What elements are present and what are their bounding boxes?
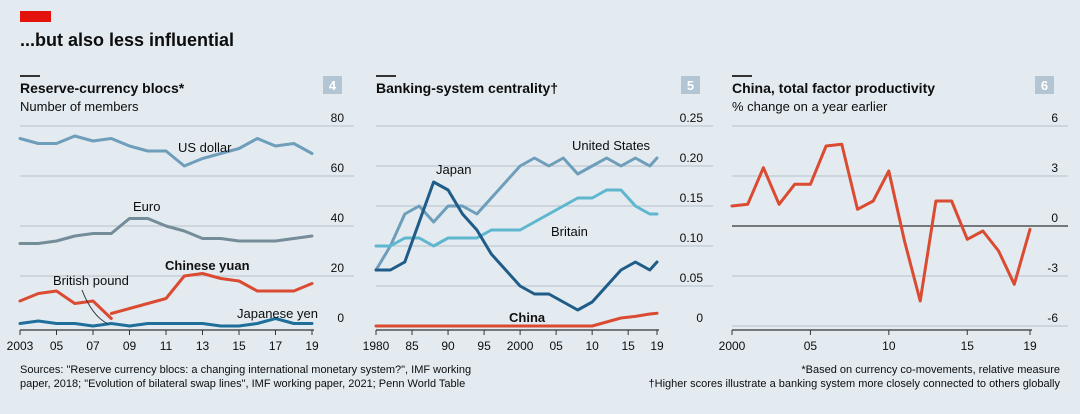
panel-subtitle: % change on a year earlier [732, 99, 888, 114]
panel-subtitle: Number of members [20, 99, 139, 114]
x-tick-label: 05 [804, 339, 818, 353]
panel-title: Reserve-currency blocs* [20, 80, 185, 96]
x-tick-label: 05 [549, 339, 563, 353]
series-label: British pound [53, 273, 129, 288]
x-tick-label: 17 [269, 339, 283, 353]
series-label: US dollar [178, 140, 232, 155]
series-label: China [509, 310, 546, 325]
panel-number-box [1035, 76, 1054, 94]
series-label: Japanese yen [237, 306, 318, 321]
economist-red-tag [20, 11, 51, 22]
sources-line-1: Sources: "Reserve currency blocs: a chan… [20, 364, 471, 376]
x-tick-label: 2000 [719, 339, 746, 353]
series-line-chinese-yuan [109, 272, 314, 315]
y-tick-label: 40 [331, 211, 345, 225]
pound-leader-line [81, 289, 109, 325]
y-tick-label: -3 [1047, 261, 1058, 275]
sources-line-2: paper, 2018; "Evolution of bilateral swa… [20, 378, 465, 390]
x-tick-label: 10 [585, 339, 599, 353]
series-line-britain [374, 188, 659, 248]
x-tick-label: 19 [305, 339, 319, 353]
x-tick-label: 15 [621, 339, 635, 353]
y-tick-label: 3 [1051, 161, 1058, 175]
footnote-1: *Based on currency co-movements, relativ… [801, 364, 1060, 376]
y-tick-label: 0.05 [680, 271, 704, 285]
series-line-british-pound [18, 289, 113, 320]
y-tick-label: 0.20 [680, 151, 704, 165]
series-label: United States [572, 138, 651, 153]
series-line-china [374, 311, 659, 328]
y-tick-label: 0 [337, 311, 344, 325]
y-tick-label: 60 [331, 161, 345, 175]
chart-panel-4: Reserve-currency blocs* Number of members… [7, 75, 354, 353]
series-line-japanese-yen [18, 317, 314, 328]
x-tick-label: 11 [160, 339, 173, 353]
panel-title: China, total factor productivity [732, 80, 935, 96]
x-tick-label: 09 [123, 339, 137, 353]
y-tick-label: 0.25 [680, 111, 704, 125]
x-tick-label: 2003 [7, 339, 34, 353]
x-tick-label: 13 [196, 339, 210, 353]
x-tick-label: 85 [405, 339, 419, 353]
x-tick-label: 15 [232, 339, 246, 353]
series-line-us-dollar [18, 134, 314, 168]
series-label: Britain [551, 224, 588, 239]
x-tick-label: 05 [50, 339, 64, 353]
x-tick-label: 19 [1023, 339, 1037, 353]
y-tick-label: 0.15 [680, 191, 704, 205]
x-tick-label: 90 [441, 339, 455, 353]
panel-rule [20, 75, 40, 77]
series-line-euro [18, 217, 314, 245]
series-label: Japan [436, 162, 471, 177]
figure-title: ...but also less influential [20, 30, 234, 50]
panel-title: Banking-system centrality† [376, 80, 558, 96]
panel-rule [732, 75, 752, 77]
y-tick-label: 80 [331, 111, 345, 125]
series-label: Chinese yuan [165, 258, 250, 273]
series-line-tfp [730, 142, 1032, 303]
y-tick-label: 0.10 [680, 231, 704, 245]
x-tick-label: 19 [650, 339, 664, 353]
y-tick-label: 6 [1051, 111, 1058, 125]
series-line-japan [374, 180, 659, 312]
x-tick-label: 95 [477, 339, 491, 353]
x-tick-label: 10 [882, 339, 896, 353]
x-tick-label: 1980 [363, 339, 390, 353]
panel-number: 5 [687, 78, 694, 93]
chart-panel-5: Banking-system centrality† 5 0 0.05 0.10 0.15… [363, 75, 713, 353]
x-tick-label: 15 [961, 339, 975, 353]
chart-panel-6: China, total factor productivity % change… [719, 75, 1068, 353]
panel-number: 4 [329, 78, 337, 93]
panel-rule [376, 75, 396, 77]
y-tick-label: 0 [696, 311, 703, 325]
panel-number-box [681, 76, 700, 94]
footnote-2: †Higher scores illustrate a banking syst… [649, 378, 1061, 390]
panel-number: 6 [1041, 78, 1048, 93]
y-tick-label: 0 [1051, 211, 1058, 225]
x-tick-label: 07 [86, 339, 100, 353]
panel-number-box [323, 76, 342, 94]
x-tick-label: 2000 [507, 339, 534, 353]
y-tick-label: 20 [331, 261, 345, 275]
y-tick-label: -6 [1047, 311, 1058, 325]
series-label: Euro [133, 199, 160, 214]
